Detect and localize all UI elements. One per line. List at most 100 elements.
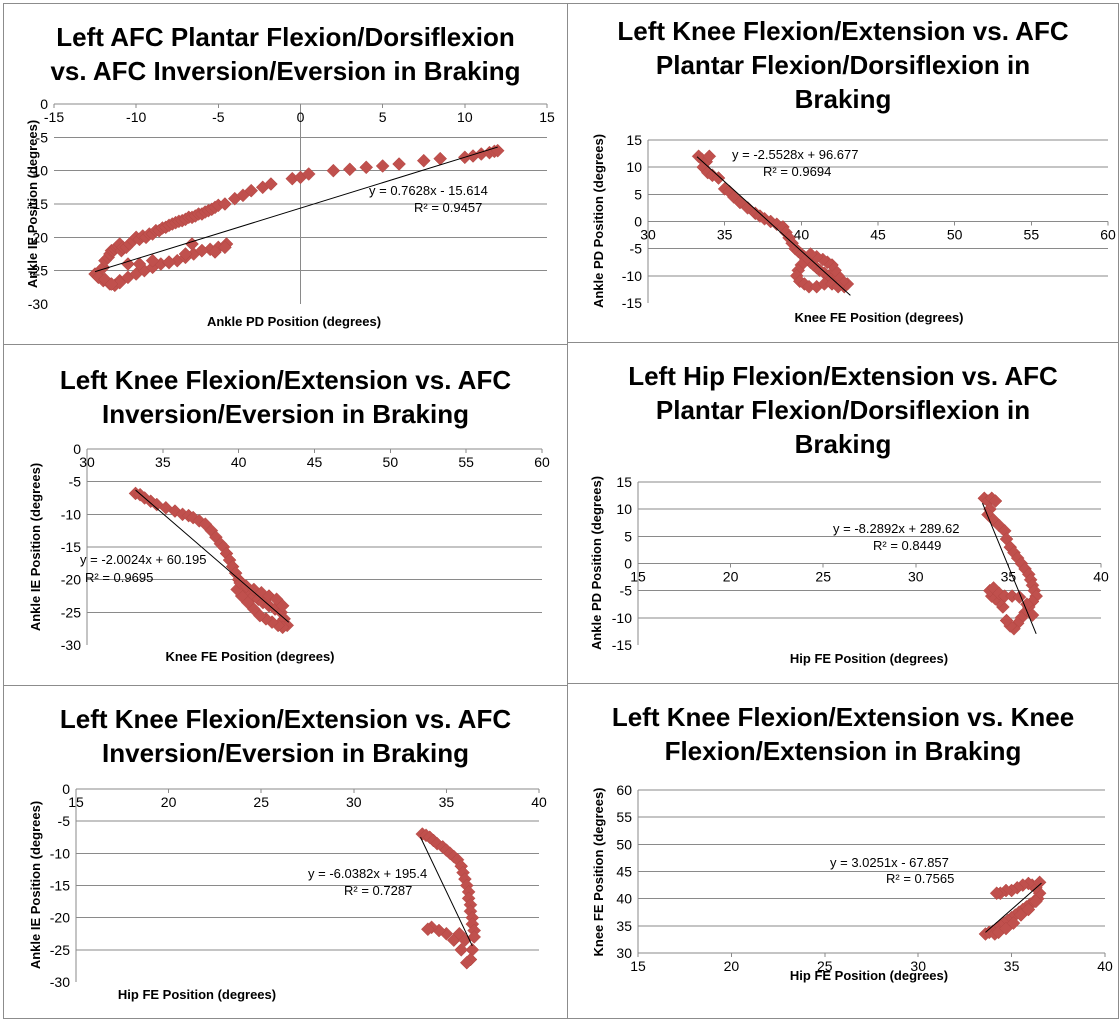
chart-panel-knee-fe-vs-ankle-ie: Left Knee Flexion/Extension vs. AFC Inve… xyxy=(3,344,568,686)
y-tick-label: 30 xyxy=(616,945,632,961)
y-tick-label: -5 xyxy=(69,474,82,490)
data-point xyxy=(195,243,209,258)
trendline-equation: y = -2.5528x + 96.677 xyxy=(732,147,858,162)
x-tick-label: 50 xyxy=(383,454,399,470)
y-tick-label: 50 xyxy=(616,836,632,852)
data-point xyxy=(359,160,374,175)
x-tick-label: 45 xyxy=(870,227,886,243)
chart-title: Left Knee Flexion/Extension vs. Knee Fle… xyxy=(611,702,1075,766)
y-tick-label: -15 xyxy=(50,878,70,894)
x-tick-label: 35 xyxy=(439,794,455,810)
y-tick-label: -5 xyxy=(58,813,71,829)
r-squared-label: R² = 0.9457 xyxy=(414,200,482,215)
y-tick-label: -15 xyxy=(622,295,642,311)
data-point xyxy=(454,942,469,957)
data-point xyxy=(104,277,119,291)
chart-panel-hip-fe-vs-knee-fe: Left Knee Flexion/Extension vs. Knee Fle… xyxy=(567,683,1119,1019)
x-tick-label: 25 xyxy=(253,794,269,810)
data-point xyxy=(326,163,341,178)
chart-panel-hip-fe-vs-ankle-ie: Left Knee Flexion/Extension vs. AFC Inve… xyxy=(3,685,568,1019)
y-axis-title: Knee FE Position (degrees) xyxy=(591,787,606,956)
trendline xyxy=(94,146,498,273)
y-tick-label: 55 xyxy=(616,809,632,825)
x-axis-title: Hip FE Position (degrees) xyxy=(118,987,276,1002)
y-axis-title: Ankle PD Position (degrees) xyxy=(591,134,606,308)
data-point xyxy=(375,159,390,173)
chart-title: Left Hip Flexion/Extension vs. AFC Plant… xyxy=(628,361,1058,459)
y-tick-label: -15 xyxy=(28,196,48,212)
data-point xyxy=(702,149,717,164)
data-point xyxy=(421,922,435,937)
trendline-equation: y = -6.0382x + 195.4 xyxy=(308,866,427,881)
x-tick-label: 40 xyxy=(1093,569,1109,585)
y-axis-title: Ankle IE Position (degrees) xyxy=(25,120,40,288)
y-tick-label: 60 xyxy=(616,782,632,798)
y-tick-label: 0 xyxy=(62,781,70,797)
trendline xyxy=(135,489,290,623)
x-tick-label: 40 xyxy=(231,454,247,470)
x-tick-label: -5 xyxy=(212,109,225,125)
y-tick-label: -10 xyxy=(612,610,632,626)
data-point xyxy=(301,167,316,181)
chart-title: Left Knee Flexion/Extension vs. AFC Inve… xyxy=(59,365,512,429)
data-point xyxy=(1012,590,1027,605)
x-tick-label: 60 xyxy=(1100,227,1116,243)
r-squared-label: R² = 0.7565 xyxy=(886,871,954,886)
chart-plot: 30 35 40 45 50 55 60 15 20 25 30 35 40 Hip FE Positio… xyxy=(591,782,1113,983)
x-tick-label: 15 xyxy=(630,958,646,974)
x-tick-label: 15 xyxy=(630,569,646,585)
x-tick-label: 20 xyxy=(724,958,740,974)
data-point xyxy=(1029,894,1043,909)
trendline-equation: y = 3.0251x - 67.857 xyxy=(830,855,949,870)
chart-panel-knee-fe-vs-ankle-pd: Left Knee Flexion/Extension vs. AFC Plan… xyxy=(567,3,1119,343)
data-point xyxy=(988,494,1003,508)
y-tick-label: 10 xyxy=(626,159,642,175)
trendline-equation: y = 0.7628x - 15.614 xyxy=(369,183,488,198)
x-axis-title: Knee FE Position (degrees) xyxy=(794,310,963,325)
x-tick-label: 55 xyxy=(1024,227,1040,243)
data-point xyxy=(178,247,193,261)
data-point xyxy=(1006,916,1021,930)
r-squared-label: R² = 0.9694 xyxy=(763,164,831,179)
x-axis-title: Hip FE Position (degrees) xyxy=(790,651,948,666)
y-tick-label: 10 xyxy=(616,501,632,517)
y-tick-label: -30 xyxy=(50,974,70,990)
x-tick-label: 60 xyxy=(534,454,550,470)
data-point xyxy=(392,157,406,171)
chart-plot: -15 -10 -5 0 5 10 15 30 35 40 45 50 55 60 Knee FE Posi… xyxy=(591,132,1116,325)
x-tick-label: 20 xyxy=(723,569,739,585)
data-point xyxy=(264,177,278,191)
trendline xyxy=(985,882,1042,933)
trendline-equation: y = -2.0024x + 60.195 xyxy=(80,552,206,567)
data-point xyxy=(711,171,726,185)
x-tick-label: 30 xyxy=(640,227,656,243)
data-point xyxy=(208,245,222,259)
x-tick-label: 35 xyxy=(717,227,733,243)
chart-title: Left Knee Flexion/Extension vs. AFC Inve… xyxy=(59,704,512,768)
y-tick-label: -5 xyxy=(620,583,633,599)
x-tick-label: 15 xyxy=(68,794,84,810)
data-point xyxy=(1032,875,1047,890)
chart-plot: -30 -25 -20 -15 -10 -5 015 20 25 30 35 40 Hip FE Pos… xyxy=(28,781,547,1002)
y-tick-label: -10 xyxy=(622,268,642,284)
y-tick-label: 15 xyxy=(616,474,632,490)
x-tick-label: 25 xyxy=(815,569,831,585)
data-point xyxy=(342,162,357,177)
y-tick-label: 35 xyxy=(616,918,632,934)
trendline-equation: y = -8.2892x + 289.62 xyxy=(833,521,959,536)
y-tick-label: -30 xyxy=(28,296,48,312)
x-tick-label: 30 xyxy=(910,958,926,974)
y-tick-label: -20 xyxy=(28,229,48,245)
chart-panel-ankle-pd-vs-ankle-ie: Left AFC Plantar Flexion/Dorsiflexion vs… xyxy=(3,3,568,345)
data-point xyxy=(162,255,176,269)
data-point xyxy=(275,598,290,613)
x-tick-label: 50 xyxy=(947,227,963,243)
x-tick-label: 0 xyxy=(297,109,305,125)
x-tick-label: 30 xyxy=(908,569,924,585)
data-point xyxy=(218,197,232,211)
y-tick-label: -25 xyxy=(28,263,48,279)
x-tick-label: 30 xyxy=(79,454,95,470)
y-tick-label: 0 xyxy=(73,441,81,457)
chart-title: Left AFC Plantar Flexion/Dorsiflexion vs… xyxy=(50,22,521,86)
